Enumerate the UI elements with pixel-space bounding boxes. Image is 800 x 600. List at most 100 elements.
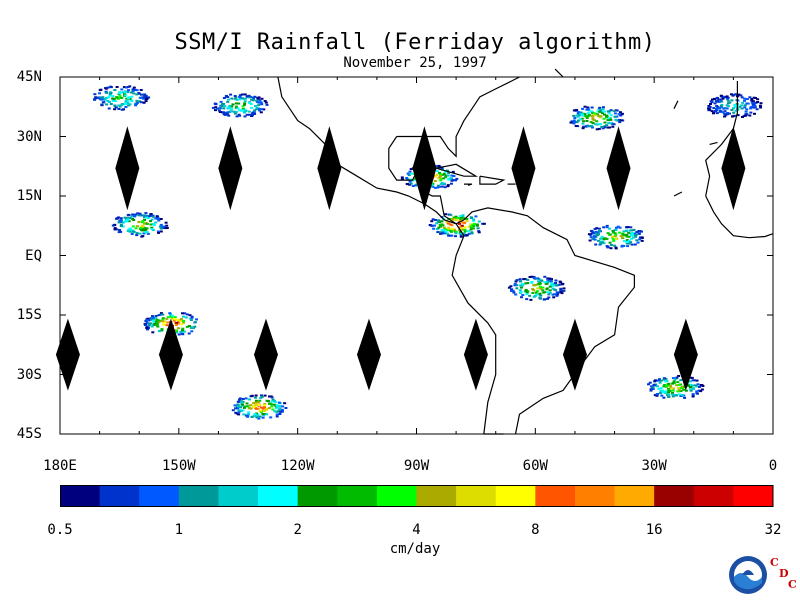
rain-cell — [233, 95, 237, 97]
rain-cell — [440, 232, 444, 235]
rain-cell — [121, 225, 125, 228]
rain-cell — [183, 312, 187, 315]
rain-cell — [159, 223, 163, 226]
rain-cell — [176, 322, 180, 325]
rain-cell — [165, 224, 169, 227]
rain-cell — [131, 213, 135, 216]
rain-cell — [246, 415, 250, 418]
rain-cell — [477, 231, 481, 234]
rain-cell — [222, 97, 226, 99]
rain-cell — [140, 229, 144, 232]
rain-cell — [608, 241, 612, 244]
rain-cell — [185, 325, 189, 328]
rain-cell — [696, 383, 700, 386]
rain-cell — [182, 320, 185, 323]
rain-cell — [214, 106, 218, 109]
rain-cell — [151, 215, 155, 218]
rain-cell — [525, 293, 529, 296]
rain-cell — [243, 93, 247, 96]
rain-cell — [265, 408, 269, 410]
rain-cell — [528, 294, 532, 297]
rain-cell — [559, 290, 563, 293]
rain-cell — [615, 109, 619, 112]
rain-cell — [143, 95, 147, 98]
rain-cell — [151, 331, 155, 334]
rain-cell — [667, 395, 671, 398]
rain-cell — [458, 232, 462, 235]
rain-cell — [94, 97, 98, 100]
rain-cell — [452, 218, 455, 220]
rain-cell — [546, 277, 550, 280]
rain-cell — [147, 324, 151, 327]
rain-cell — [135, 232, 139, 235]
rain-cell — [612, 239, 616, 242]
rain-cell — [444, 213, 448, 216]
rain-cell — [433, 175, 437, 178]
rain-cell — [105, 91, 109, 94]
rain-cell — [245, 113, 249, 116]
rain-cell — [155, 322, 159, 325]
rain-cell — [142, 97, 145, 100]
rain-cell — [677, 375, 681, 377]
rain-cell — [259, 406, 263, 409]
rain-cell — [535, 290, 539, 293]
rain-cell — [439, 173, 443, 176]
rain-cell — [138, 232, 142, 235]
rain-cell — [724, 114, 728, 117]
rain-cell — [690, 376, 694, 379]
rain-cell — [109, 103, 113, 105]
rain-cell — [235, 115, 239, 118]
rain-cell — [254, 394, 258, 397]
rain-cell — [157, 321, 161, 324]
rain-cell — [182, 315, 185, 318]
rain-cell — [275, 407, 278, 410]
rain-cell — [586, 106, 590, 109]
rain-cell — [548, 285, 552, 288]
rain-cell — [126, 214, 130, 217]
rain-cell — [603, 125, 607, 128]
rain-cell — [135, 234, 139, 237]
rain-cell — [138, 212, 142, 215]
rain-cell — [106, 86, 110, 89]
swath-gap — [721, 126, 746, 211]
colorbar-swatch — [614, 485, 655, 507]
rain-cell — [257, 417, 261, 420]
rain-cell — [408, 183, 412, 186]
rain-cell — [585, 116, 589, 119]
rain-cell — [144, 100, 148, 103]
rain-cell — [679, 390, 683, 392]
rain-cell — [229, 93, 233, 96]
rain-cell — [450, 182, 453, 185]
rain-cell — [265, 413, 269, 416]
rain-cell — [459, 219, 463, 222]
rain-cell — [155, 215, 159, 218]
rain-cell — [740, 104, 744, 107]
colorbar-swatch — [456, 485, 497, 507]
rain-cell — [741, 116, 744, 118]
rain-cell — [671, 391, 675, 394]
rain-cell — [234, 96, 238, 99]
rain-cell — [524, 288, 528, 291]
rain-cell — [725, 107, 729, 110]
rain-cell — [743, 114, 747, 117]
rain-cell — [442, 177, 446, 180]
rain-cell — [732, 93, 736, 96]
lon-label: 180E — [43, 458, 77, 474]
rain-cell — [150, 318, 154, 321]
rain-cell — [223, 105, 227, 108]
rain-cell — [226, 96, 230, 98]
rain-cell — [671, 393, 675, 396]
rain-cell — [126, 218, 130, 221]
rain-cell — [159, 230, 163, 233]
rain-cell — [154, 217, 158, 220]
rain-cell — [454, 215, 458, 218]
rain-cell — [599, 109, 603, 112]
rain-cell — [126, 86, 130, 88]
rain-cell — [122, 221, 125, 224]
rain-cell — [548, 292, 552, 294]
rain-cell — [120, 219, 124, 222]
rain-cell — [573, 117, 577, 119]
rain-cell — [128, 217, 132, 220]
rain-cell — [124, 100, 128, 103]
rain-cell — [682, 385, 686, 388]
